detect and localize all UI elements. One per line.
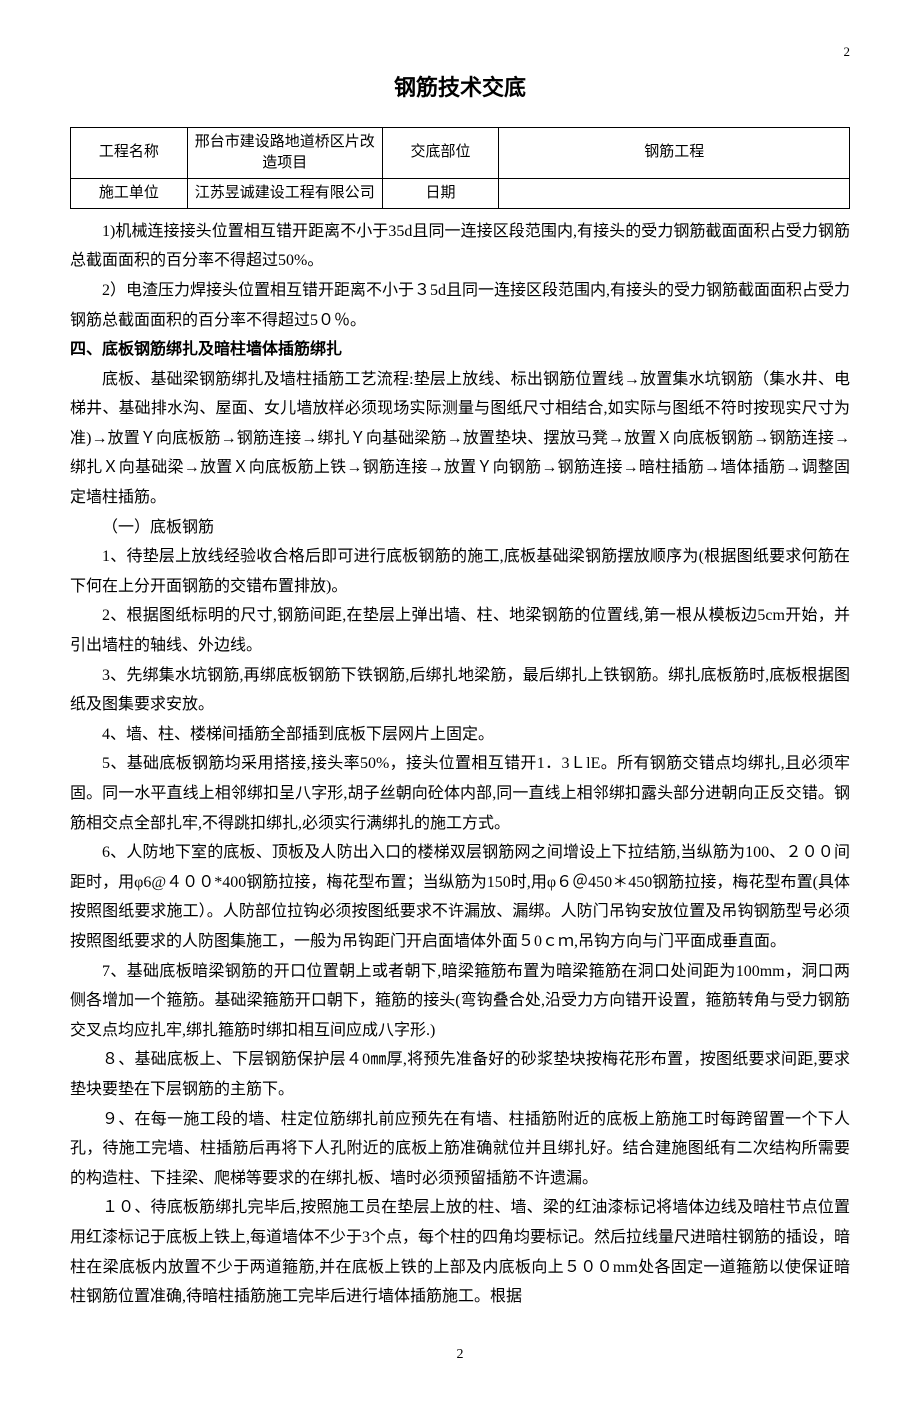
document-body: 1)机械连接接头位置相互错开距离不小于35d且同一连接区段范围内,有接头的受力钢…: [70, 217, 850, 1312]
paragraph: 4、墙、柱、楼梯间插筋全部插到底板下层网片上固定。: [70, 720, 850, 750]
table-cell: 江苏昱诚建设工程有限公司: [187, 178, 382, 208]
paragraph: 四、底板钢筋绑扎及暗柱墙体插筋绑扎: [70, 335, 850, 365]
paragraph: 1、待垫层上放线经验收合格后即可进行底板钢筋的施工,底板基础梁钢筋摆放顺序为(根…: [70, 542, 850, 601]
paragraph: 2、根据图纸标明的尺寸,钢筋间距,在垫层上弹出墙、柱、地梁钢筋的位置线,第一根从…: [70, 601, 850, 660]
table-cell: 日期: [382, 178, 499, 208]
paragraph: ８、基础底板上、下层钢筋保护层４0㎜厚,将预先准备好的砂浆垫块按梅花形布置，按图…: [70, 1045, 850, 1104]
paragraph: 3、先绑集水坑钢筋,再绑底板钢筋下铁钢筋,后绑扎地梁筋，最后绑扎上铁钢筋。绑扎底…: [70, 661, 850, 720]
table-cell: [499, 178, 850, 208]
paragraph: （一）底板钢筋: [70, 513, 850, 543]
table-cell: 交底部位: [382, 127, 499, 178]
page-number-top: 2: [70, 40, 850, 64]
paragraph: １０、待底板筋绑扎完毕后,按照施工员在垫层上放的柱、墙、梁的红油漆标记将墙体边线…: [70, 1193, 850, 1311]
paragraph: 6、人防地下室的底板、顶板及人防出入口的楼梯双层钢筋网之间增设上下拉结筋,当纵筋…: [70, 838, 850, 956]
document-title: 钢筋技术交底: [70, 68, 850, 109]
table-cell: 邢台市建设路地道桥区片改造项目: [187, 127, 382, 178]
table-cell: 钢筋工程: [499, 127, 850, 178]
paragraph: 7、基础底板暗梁钢筋的开口位置朝上或者朝下,暗梁箍筋布置为暗梁箍筋在洞口处间距为…: [70, 957, 850, 1046]
info-table: 工程名称邢台市建设路地道桥区片改造项目交底部位钢筋工程施工单位江苏昱诚建设工程有…: [70, 127, 850, 209]
table-cell: 工程名称: [71, 127, 188, 178]
table-cell: 施工单位: [71, 178, 188, 208]
paragraph: 底板、基础梁钢筋绑扎及墙柱插筋工艺流程:垫层上放线、标出钢筋位置线→放置集水坑钢…: [70, 365, 850, 513]
paragraph: 1)机械连接接头位置相互错开距离不小于35d且同一连接区段范围内,有接头的受力钢…: [70, 217, 850, 276]
paragraph: 2）电渣压力焊接头位置相互错开距离不小于３5d且同一连接区段范围内,有接头的受力…: [70, 276, 850, 335]
page-number-bottom: 2: [70, 1342, 850, 1368]
paragraph: ９、在每一施工段的墙、柱定位筋绑扎前应预先在有墙、柱插筋附近的底板上筋施工时每跨…: [70, 1105, 850, 1194]
paragraph: 5、基础底板钢筋均采用搭接,接头率50%，接头位置相互错开1．3ＬlE。所有钢筋…: [70, 749, 850, 838]
